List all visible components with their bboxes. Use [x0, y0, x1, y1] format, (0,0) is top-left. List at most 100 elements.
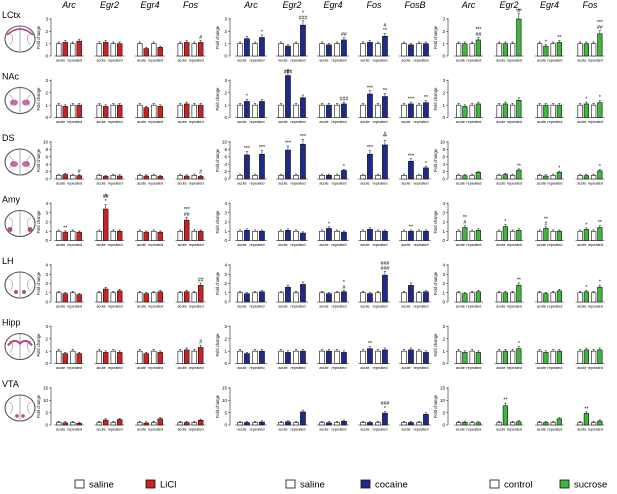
- amygdala-section-icon: [4, 209, 36, 238]
- y-tick-label: 1: [45, 349, 48, 354]
- y-tick-label: 1: [442, 41, 445, 46]
- bar-acute-control: [577, 43, 583, 57]
- bar-repeated-control: [416, 422, 422, 426]
- bar-repeated-treatment: [423, 167, 429, 180]
- bar-acute-treatment: [285, 421, 291, 426]
- y-tick-label: 3: [45, 272, 48, 277]
- significance-marker: #: [343, 285, 346, 291]
- legend-swatch: [360, 479, 371, 489]
- bar-acute-control: [319, 350, 325, 364]
- x-tick-label-repeated: repeated: [108, 366, 123, 370]
- legend-item-saline: saline: [74, 480, 114, 491]
- bar-repeated-control: [550, 104, 556, 118]
- x-tick-label-acute: acute: [360, 243, 369, 247]
- bar-repeated-control: [293, 175, 299, 180]
- bar-repeated-treatment: [382, 144, 388, 180]
- bar-acute-control: [496, 175, 502, 180]
- bar-acute-treatment: [367, 93, 373, 118]
- bar-repeated-treatment: [341, 39, 347, 57]
- bar-repeated-control: [416, 175, 422, 180]
- x-tick-label-repeated: repeated: [148, 366, 163, 370]
- bar-acute-treatment: [502, 292, 508, 303]
- bar-acute-treatment: [244, 230, 250, 241]
- x-tick-label-acute: acute: [401, 243, 410, 247]
- y-axis-label: Fold change: [433, 271, 438, 295]
- significance-marker: #: [463, 220, 466, 226]
- bar-acute-control: [56, 422, 62, 426]
- y-axis-label: Fold change: [36, 87, 41, 111]
- x-tick-label-acute: acute: [456, 59, 465, 63]
- bar-acute-control: [96, 422, 102, 426]
- bar-acute-control: [577, 230, 583, 241]
- bar-acute-treatment: [326, 175, 332, 180]
- bar-acute-treatment: [62, 293, 68, 303]
- x-tick-label-acute: acute: [56, 182, 65, 186]
- bar-repeated-control: [591, 175, 597, 180]
- x-tick-label-acute: acute: [537, 428, 546, 432]
- y-tick-label: 1: [45, 103, 48, 108]
- x-tick-label-repeated: repeated: [373, 120, 388, 124]
- bar-repeated-control: [191, 175, 197, 180]
- bar-acute-treatment: [462, 106, 468, 118]
- bar-acute-treatment: [285, 45, 291, 57]
- bar-acute-control: [537, 350, 543, 364]
- bar-acute-control: [237, 350, 243, 364]
- bar-acute-control: [137, 292, 143, 303]
- y-tick-label: 5: [224, 410, 227, 415]
- x-tick-label-acute: acute: [56, 428, 65, 432]
- bar-acute-control: [56, 350, 62, 364]
- bar-repeated-control: [293, 43, 299, 57]
- bar-acute-treatment: [583, 413, 589, 426]
- x-tick-label-repeated: repeated: [507, 182, 522, 186]
- bar-acute-treatment: [62, 422, 68, 426]
- bar-acute-control: [319, 292, 325, 303]
- bar-repeated-treatment: [382, 35, 388, 57]
- bar-repeated-treatment: [117, 230, 123, 241]
- x-tick-label-acute: acute: [96, 59, 105, 63]
- y-tick-label: 0: [45, 115, 48, 120]
- bar-repeated-control: [469, 292, 475, 303]
- x-tick-label-repeated: repeated: [148, 243, 163, 247]
- bar-acute-treatment: [543, 293, 549, 303]
- significance-marker: ***: [408, 153, 414, 159]
- x-tick-label-acute: acute: [537, 120, 546, 124]
- region-label: NAc: [2, 72, 20, 82]
- bar-repeated-control: [375, 43, 381, 57]
- bar-repeated-control: [550, 422, 556, 426]
- bar-acute-control: [537, 43, 543, 57]
- legend-item-cocaine: cocaine: [360, 479, 408, 491]
- x-tick-label-repeated: repeated: [291, 366, 306, 370]
- y-tick-label: 4: [442, 162, 445, 167]
- y-tick-label: 1: [45, 229, 48, 234]
- y-tick-label: 2: [224, 220, 227, 225]
- significance-marker: *: [599, 280, 601, 286]
- y-axis-label: Fold change: [215, 148, 220, 172]
- significance-marker: ***: [285, 141, 291, 147]
- y-tick-label: 3: [45, 78, 48, 83]
- y-tick-label: 3: [224, 210, 227, 215]
- y-tick-label: 0: [442, 361, 445, 366]
- x-tick-label-acute: acute: [496, 366, 505, 370]
- significance-marker: *: [545, 39, 547, 45]
- x-tick-label-acute: acute: [56, 59, 65, 63]
- x-tick-label-acute: acute: [360, 120, 369, 124]
- bar-repeated-control: [70, 292, 76, 303]
- bar-repeated-treatment: [341, 103, 347, 118]
- y-tick-label: 0: [45, 238, 48, 243]
- bar-repeated-control: [252, 104, 258, 118]
- bar-repeated-treatment: [597, 102, 603, 118]
- bar-repeated-control: [469, 230, 475, 241]
- bar-repeated-control: [334, 292, 340, 303]
- bar-repeated-control: [591, 292, 597, 303]
- bar-acute-treatment: [543, 422, 549, 426]
- x-tick-label-repeated: repeated: [189, 366, 204, 370]
- significance-marker: ***: [285, 70, 291, 76]
- bar-acute-control: [237, 292, 243, 303]
- x-tick-label-repeated: repeated: [108, 120, 123, 124]
- x-tick-label-repeated: repeated: [108, 182, 123, 186]
- bar-repeated-treatment: [475, 230, 481, 241]
- x-tick-label-acute: acute: [456, 428, 465, 432]
- x-tick-label-acute: acute: [360, 428, 369, 432]
